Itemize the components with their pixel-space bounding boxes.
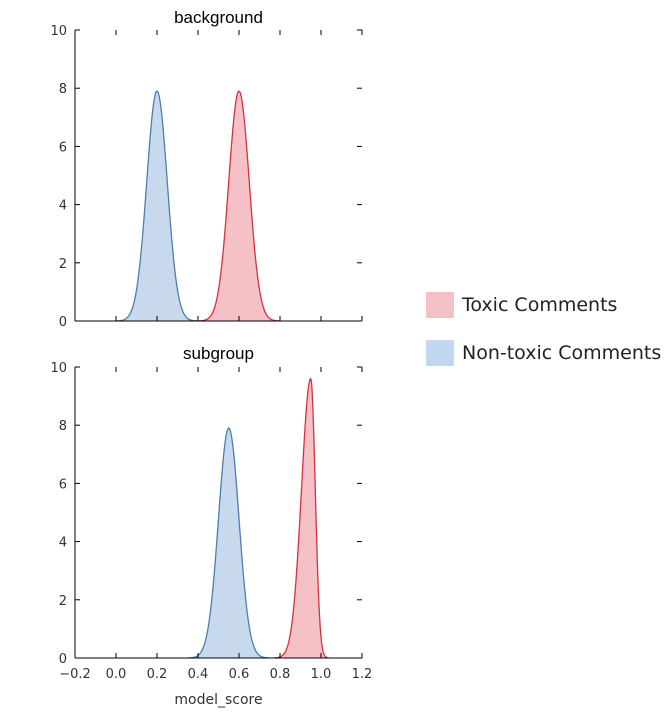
y-tick-label: 6 xyxy=(59,477,67,492)
legend-label-toxic: Toxic Comments xyxy=(462,294,618,316)
x-tick-label: 0.2 xyxy=(147,667,168,682)
density-fill-non-toxic-comments xyxy=(116,91,198,321)
y-tick-label: 8 xyxy=(59,82,67,97)
x-tick-label: 1.2 xyxy=(352,667,373,682)
legend-item-non-toxic: Non-toxic Comments xyxy=(426,338,661,368)
x-tick-label: 0.6 xyxy=(229,667,250,682)
y-tick-label: 10 xyxy=(50,361,67,376)
x-tick-label: 1.0 xyxy=(311,667,332,682)
density-fill-non-toxic-comments xyxy=(187,428,270,658)
x-tick-label: 0.0 xyxy=(106,667,127,682)
density-line-non-toxic-comments xyxy=(187,427,270,659)
y-tick-label: 4 xyxy=(59,199,67,214)
density-fill-toxic-comments xyxy=(198,91,280,321)
legend-item-toxic: Toxic Comments xyxy=(426,290,661,320)
density-line-toxic-comments xyxy=(273,378,329,659)
legend-label-non-toxic: Non-toxic Comments xyxy=(462,342,662,364)
y-tick-label: 2 xyxy=(59,257,67,272)
legend-swatch-toxic xyxy=(426,292,454,318)
y-tick-label: 10 xyxy=(50,24,67,39)
y-tick-label: 4 xyxy=(59,536,67,551)
density-line-toxic-comments xyxy=(197,90,281,322)
y-tick-label: 6 xyxy=(59,140,67,155)
density-line-non-toxic-comments xyxy=(115,90,199,322)
legend-swatch-non-toxic xyxy=(426,340,454,366)
panel-title: background xyxy=(174,8,263,27)
x-tick-label: −0.2 xyxy=(59,667,91,682)
y-tick-label: 2 xyxy=(59,594,67,609)
y-tick-label: 8 xyxy=(59,419,67,434)
y-tick-label: 0 xyxy=(59,652,67,667)
background-panel: background 0 2 4 6 8 10 xyxy=(50,8,363,330)
legend: Toxic Comments Non-toxic Comments xyxy=(426,290,661,386)
x-axis-label: model_score xyxy=(174,692,262,708)
x-tick-label: 0.8 xyxy=(270,667,291,682)
x-tick-label: 0.4 xyxy=(188,667,209,682)
subgroup-panel: subgroup 0 2 4 6 8 10 −0.2 0.0 0.2 0.4 0.6 0.8 1.0 1.2… xyxy=(50,344,372,708)
y-tick-label: 0 xyxy=(59,315,67,330)
panel-title: subgroup xyxy=(183,344,254,363)
density-fill-toxic-comments xyxy=(273,378,329,658)
